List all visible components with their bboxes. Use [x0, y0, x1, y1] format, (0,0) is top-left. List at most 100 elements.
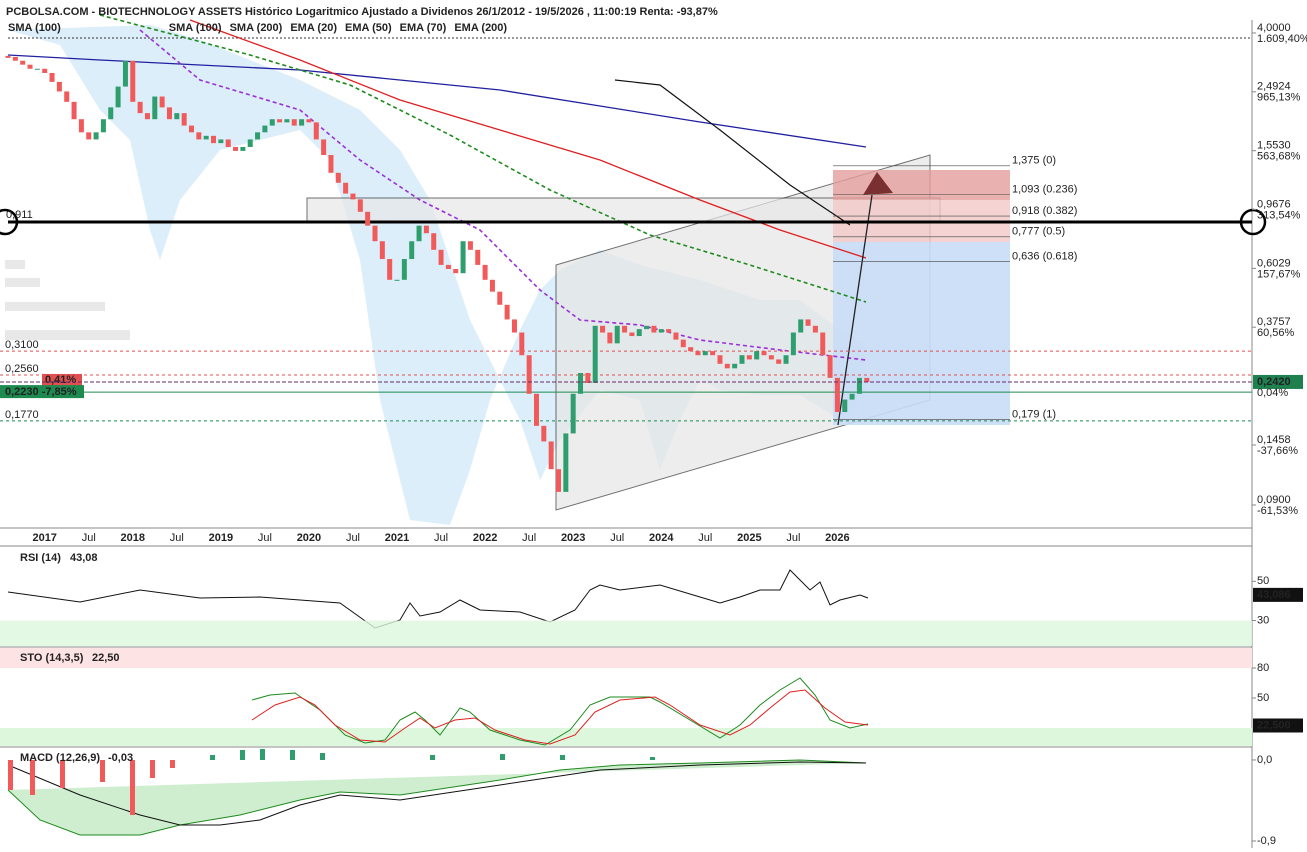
fib-label: 0,179 (1): [1012, 408, 1056, 420]
candle: [783, 355, 789, 364]
candle: [401, 259, 407, 280]
legend-entry: EMA (200): [454, 22, 507, 34]
legend-entry: SMA (200): [230, 22, 283, 34]
x-tick-label: Jul: [82, 532, 96, 544]
candle: [533, 393, 539, 426]
candle: [746, 355, 752, 360]
level-box: [42, 373, 82, 386]
y-tick-percent: -61,53%: [1257, 505, 1298, 517]
candle: [137, 101, 143, 114]
candle: [776, 359, 782, 364]
candle: [189, 125, 194, 133]
ema-20: [139, 29, 867, 361]
candle: [247, 139, 253, 147]
candle: [695, 351, 701, 356]
rsi-line: [7, 569, 869, 629]
candle: [445, 264, 451, 269]
y-tick-label: 80: [1257, 662, 1269, 674]
fib-label: 1,375 (0): [1012, 155, 1056, 167]
candle: [680, 339, 686, 348]
y-tick-label: 0,9676: [1257, 198, 1291, 210]
candle: [658, 329, 664, 333]
candle: [790, 332, 796, 356]
sto-k: [251, 677, 869, 746]
candle: [233, 146, 239, 151]
candle: [842, 399, 848, 413]
candle: [181, 113, 187, 126]
candle: [453, 268, 459, 274]
candle: [86, 132, 92, 140]
fib-label: 0,918 (0.382): [1012, 205, 1077, 217]
candle: [805, 319, 811, 326]
candle: [710, 351, 716, 356]
y-tick-percent: 563,68%: [1257, 151, 1301, 163]
overbought-zone: [0, 648, 1252, 668]
candle: [211, 135, 217, 144]
candle: [394, 279, 400, 281]
y-tick-percent: -37,66%: [1257, 445, 1298, 457]
candle: [856, 377, 862, 394]
x-tick-label: 2024: [649, 532, 674, 544]
candle: [64, 91, 70, 102]
candle: [284, 119, 290, 123]
rsi-value: 43,08: [70, 552, 98, 564]
candle: [255, 132, 261, 140]
candle: [570, 393, 576, 434]
candle: [416, 225, 422, 242]
candle: [812, 325, 818, 333]
macd-label: MACD (12,26,9): [20, 752, 100, 764]
candle: [732, 363, 738, 369]
candle: [335, 172, 341, 183]
candle: [350, 193, 356, 200]
candle: [409, 241, 415, 260]
fib-label: 0,777 (0.5): [1012, 226, 1065, 238]
x-tick-label: Jul: [346, 532, 360, 544]
level-label: 0,2230 -7,85%: [5, 386, 77, 398]
y-tick-percent: 1.609,40%: [1257, 33, 1307, 45]
x-tick-label: Jul: [170, 532, 184, 544]
candle: [387, 259, 393, 280]
candle: [291, 119, 297, 126]
candle: [365, 211, 371, 226]
fib-label: 1,093 (0.236): [1012, 183, 1077, 195]
candle: [614, 325, 620, 344]
y-tick-label: 30: [1257, 614, 1269, 626]
x-tick-label: 2025: [737, 532, 761, 544]
candle: [754, 351, 760, 360]
candle: [93, 132, 99, 140]
y-tick-label: 1,5530: [1257, 140, 1291, 152]
level-box: [0, 385, 84, 399]
candle: [12, 56, 18, 61]
candle: [225, 139, 231, 147]
candle: [130, 60, 136, 102]
candle: [122, 60, 128, 87]
candle: [431, 233, 437, 250]
y-tick-label: 0,0900: [1257, 494, 1291, 506]
x-tick-label: Jul: [434, 532, 448, 544]
y-tick-label: 4,0000: [1257, 22, 1291, 34]
x-tick-label: 2023: [561, 532, 585, 544]
candle: [423, 225, 429, 234]
candle: [798, 319, 804, 333]
candle: [152, 96, 158, 120]
candle: [218, 139, 224, 144]
y-tick-label: 2,4924: [1257, 81, 1291, 93]
candle: [717, 355, 723, 364]
candle: [724, 363, 730, 369]
level-label: 0,3100: [5, 339, 39, 351]
oversold-zone: [0, 728, 1252, 746]
sto-label: STO (14,3,5): [20, 652, 84, 664]
candle: [688, 347, 694, 352]
x-tick-label: 2026: [825, 532, 849, 544]
candle: [144, 113, 150, 120]
line-handle: [0, 208, 19, 236]
y-tick-label: 50: [1257, 575, 1269, 587]
y-tick-label: 0,6029: [1257, 257, 1291, 269]
blur-box: [5, 260, 25, 269]
candle: [849, 393, 855, 400]
candle: [438, 249, 444, 265]
candle: [20, 60, 26, 65]
x-tick-label: Jul: [698, 532, 712, 544]
candle: [489, 279, 495, 292]
candle: [673, 332, 679, 340]
